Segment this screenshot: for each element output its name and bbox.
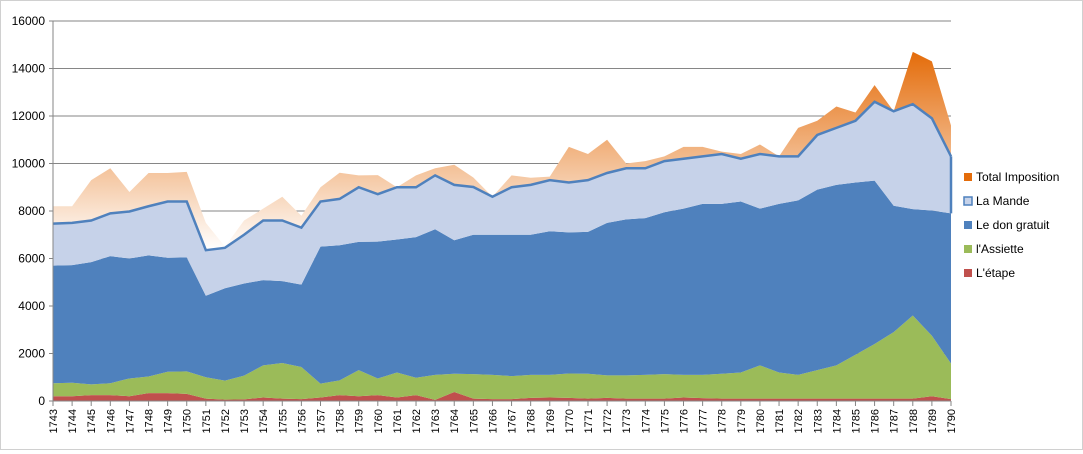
area-l-assiette (53, 315, 951, 400)
y-tick-label: 6000 (18, 252, 45, 266)
x-tick-label: 1778 (717, 409, 729, 433)
x-tick-label: 1776 (679, 409, 691, 433)
x-tick-label: 1773 (621, 409, 633, 433)
x-tick-label: 1785 (850, 409, 862, 433)
x-tick-label: 1757 (315, 409, 327, 433)
y-tick-label: 8000 (18, 204, 45, 218)
axes: 0 2000 4000 6000 8000 10000 12000 14000 16000 174… (12, 14, 958, 433)
legend: Total Imposition La Mande Le don gratuit l'… (963, 170, 1059, 280)
x-tick-label: 1767 (507, 409, 519, 433)
x-tick-label: 1765 (468, 409, 480, 433)
legend-swatch-l-etape (964, 269, 972, 277)
x-tick-label: 1745 (86, 409, 98, 433)
x-tick-label: 1775 (659, 409, 671, 433)
y-tick-label: 14000 (12, 62, 46, 76)
x-tick-label: 1764 (449, 409, 461, 433)
x-tick-label: 1772 (602, 409, 614, 433)
y-tick-label: 4000 (18, 299, 45, 313)
x-tick-label: 1763 (430, 409, 442, 433)
x-tick-label: 1789 (927, 409, 939, 433)
x-tick-label: 1746 (105, 409, 117, 433)
x-tick-label: 1790 (946, 409, 958, 433)
area-series (52, 51, 953, 401)
x-tick-label: 1760 (373, 409, 385, 433)
x-tick-label: 1783 (812, 409, 824, 433)
x-tick-label: 1784 (831, 409, 843, 433)
x-tick-label: 1754 (258, 409, 270, 433)
x-tick-label: 1755 (277, 409, 289, 433)
x-tick-label: 1761 (392, 409, 404, 433)
x-tick-label: 1762 (411, 409, 423, 433)
y-tick-label: 16000 (12, 14, 46, 28)
area-l-etape (53, 391, 951, 401)
y-tick-label: 2000 (18, 347, 45, 361)
x-tick-label: 1750 (182, 409, 194, 433)
x-tick-label: 1744 (67, 409, 79, 433)
legend-swatch-l-assiette (964, 245, 972, 253)
x-tick-label: 1747 (124, 409, 136, 433)
x-tick-label: 1753 (239, 409, 251, 433)
area-le-don-gratuit (53, 180, 951, 385)
x-tick-label: 1756 (296, 409, 308, 433)
legend-label-le-don-gratuit: Le don gratuit (976, 218, 1050, 232)
x-tick-label: 1774 (640, 409, 652, 433)
x-tick-label: 1766 (487, 409, 499, 433)
x-tick-label: 1769 (545, 409, 557, 433)
x-tick-label: 1749 (163, 409, 175, 433)
outline-la-mande (52, 100, 953, 252)
legend-swatch-le-don-gratuit (964, 221, 972, 229)
x-tick-label: 1759 (354, 409, 366, 433)
x-tick-label: 1777 (698, 409, 710, 433)
y-tick-label: 0 (38, 394, 45, 408)
x-tick-label: 1743 (48, 409, 60, 433)
x-tick-label: 1768 (526, 409, 538, 433)
legend-label-l-etape: L'étape (976, 266, 1015, 280)
area-total-imposition (53, 51, 951, 251)
x-tick-label: 1786 (870, 409, 882, 433)
x-tick-label: 1771 (583, 409, 595, 433)
area-la-mande (53, 101, 951, 296)
x-tick-label: 1770 (564, 409, 576, 433)
y-tick-label: 10000 (12, 157, 46, 171)
x-tick-label: 1752 (220, 409, 232, 433)
legend-label-total-imposition: Total Imposition (976, 170, 1059, 184)
x-tick-label: 1780 (755, 409, 767, 433)
x-tick-label: 1779 (736, 409, 748, 433)
x-tick-label: 1788 (908, 409, 920, 433)
x-tick-label: 1782 (793, 409, 805, 433)
legend-swatch-total-imposition (964, 173, 972, 181)
x-tick-label: 1758 (335, 409, 347, 433)
legend-swatch-la-mande (963, 196, 973, 206)
legend-label-l-assiette: l'Assiette (976, 242, 1024, 256)
y-tick-label: 12000 (12, 109, 46, 123)
x-tick-label: 1781 (774, 409, 786, 433)
x-tick-label: 1751 (201, 409, 213, 433)
x-tick-label: 1787 (889, 409, 901, 433)
x-tick-label: 1748 (144, 409, 156, 433)
legend-label-la-mande: La Mande (976, 194, 1030, 208)
